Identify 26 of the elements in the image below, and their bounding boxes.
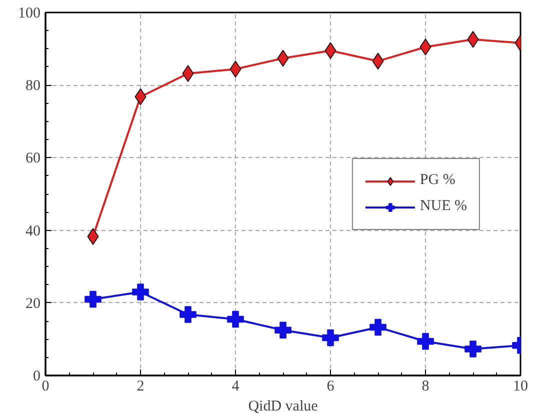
y-tick-label: 80 bbox=[26, 78, 40, 94]
y-tick-label: 20 bbox=[26, 296, 40, 312]
legend-label: NUE % bbox=[420, 198, 467, 215]
point bbox=[180, 306, 196, 323]
point bbox=[370, 318, 386, 336]
x-tick-label: 8 bbox=[422, 378, 430, 394]
point bbox=[464, 340, 482, 358]
point bbox=[420, 38, 432, 56]
point bbox=[322, 329, 339, 346]
point bbox=[87, 228, 99, 245]
point bbox=[132, 284, 149, 300]
point bbox=[417, 332, 434, 350]
y-tick-label: 40 bbox=[26, 223, 40, 240]
x-tick-label: 6 bbox=[326, 378, 335, 394]
x-tick-label: 4 bbox=[232, 378, 240, 394]
y-tick-label: 0 bbox=[33, 368, 40, 384]
y-tick-label: 60 bbox=[26, 150, 40, 167]
x-tick-label: 2 bbox=[136, 378, 144, 394]
y-tick-label: 100 bbox=[18, 6, 40, 22]
legend-label: PG % bbox=[420, 172, 456, 189]
point bbox=[227, 310, 244, 328]
x-axis-title: QidD value bbox=[248, 398, 318, 414]
point bbox=[84, 290, 102, 308]
point bbox=[182, 65, 194, 82]
x-tick-label: 10 bbox=[513, 378, 528, 394]
point bbox=[274, 322, 292, 339]
